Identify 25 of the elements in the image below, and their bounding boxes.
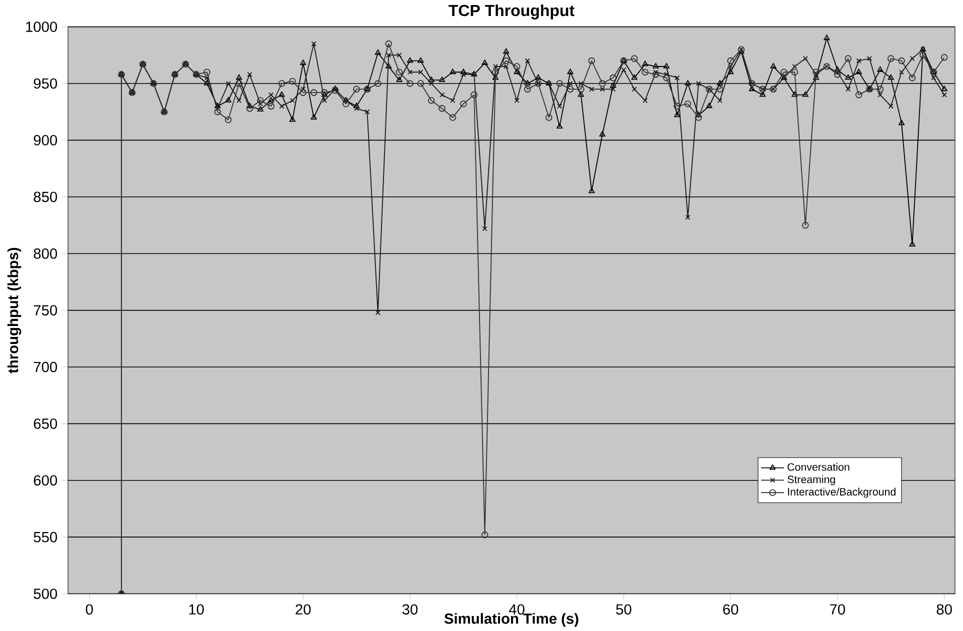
- y-tick-label: 800: [34, 248, 58, 259]
- x-tick-label: 70: [830, 604, 846, 614]
- y-tick-label: 500: [34, 588, 58, 599]
- y-tick-label: 750: [34, 305, 58, 316]
- y-tick-label: 600: [34, 475, 58, 486]
- x-tick-label: 80: [936, 604, 952, 614]
- x-tick-label: 30: [402, 604, 418, 614]
- x-tick-label: 50: [616, 604, 632, 614]
- legend-label: Conversation: [788, 462, 850, 471]
- x-tick-label: 0: [86, 604, 93, 614]
- y-tick-label: 900: [34, 134, 58, 146]
- y-tick-label: 950: [34, 78, 58, 89]
- x-tick-label: 10: [189, 604, 204, 614]
- y-tick-label: 550: [34, 532, 58, 542]
- legend-label: Streaming: [788, 475, 836, 486]
- x-tick-label: 60: [723, 604, 738, 614]
- y-tick-label: 700: [34, 362, 58, 372]
- y-axis-title: throughput (kbps): [7, 248, 22, 374]
- x-tick-label: 40: [509, 604, 524, 614]
- y-tick-label: 650: [34, 418, 58, 429]
- y-tick-label: 1000: [26, 22, 58, 32]
- x-tick-label: 20: [296, 604, 311, 614]
- y-tick-label: 850: [34, 192, 58, 202]
- chart-title: TCP Throughput: [448, 4, 574, 20]
- legend-label: Interactive/Background: [788, 488, 896, 498]
